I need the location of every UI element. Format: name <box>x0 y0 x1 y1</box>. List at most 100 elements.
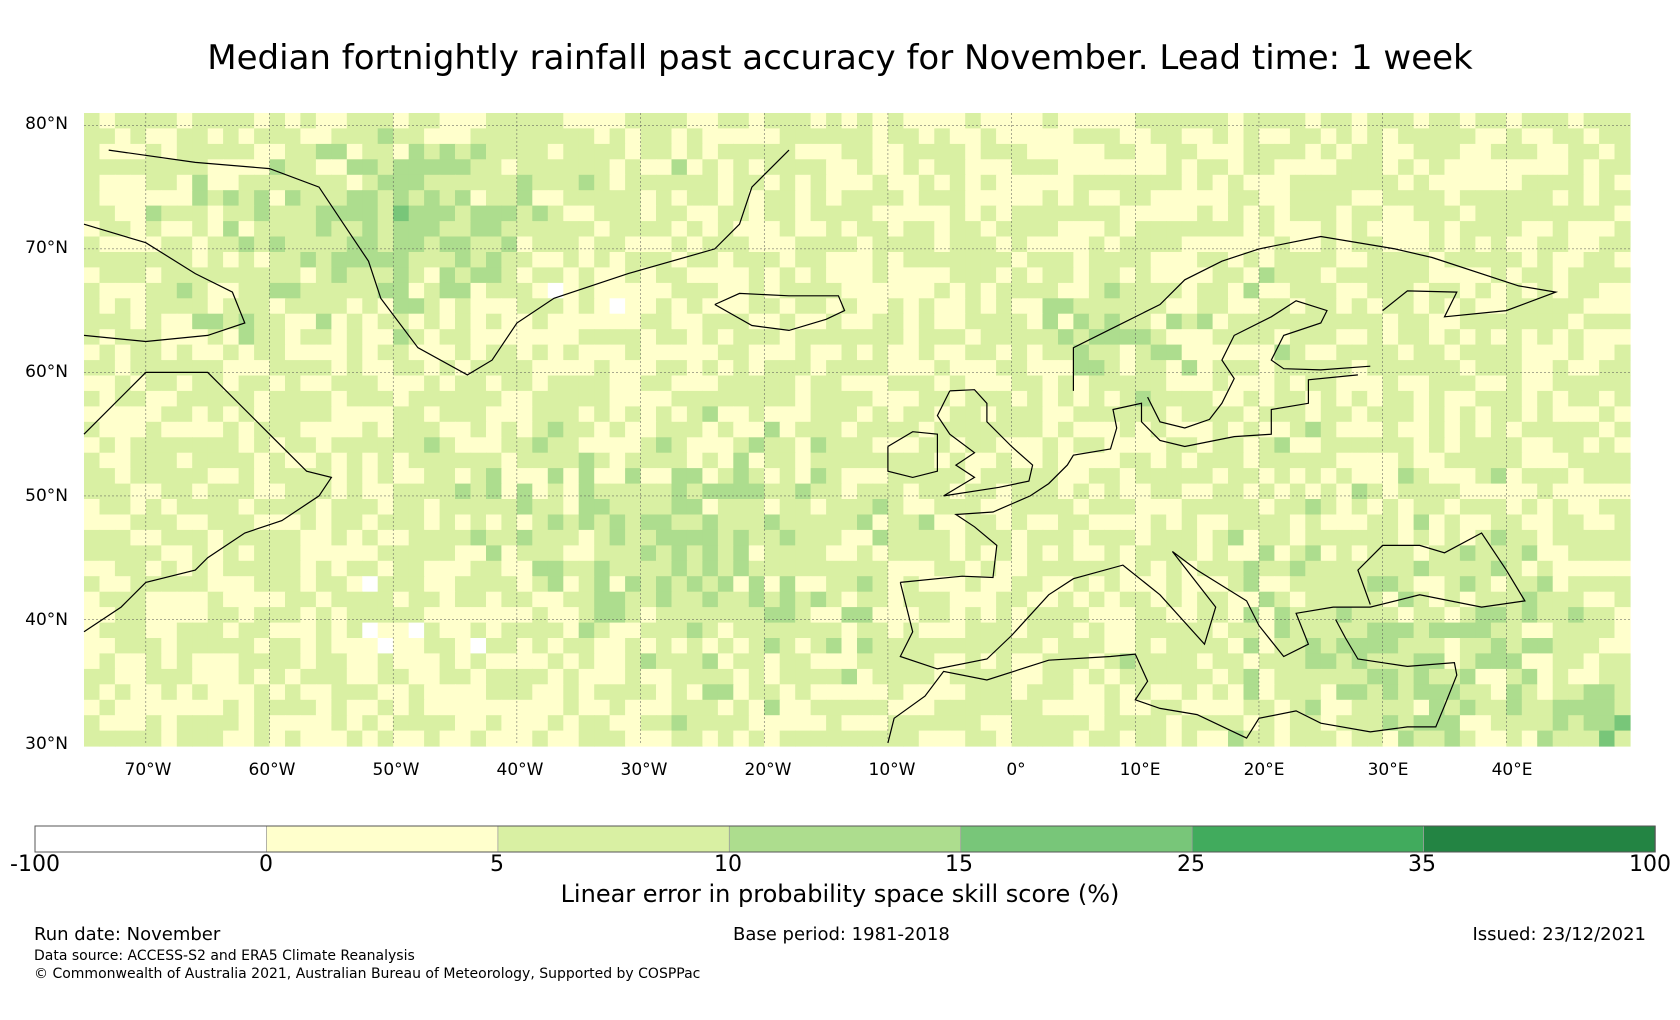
skill-cell <box>1228 298 1245 315</box>
skill-cell <box>1259 622 1276 639</box>
skill-cell <box>346 452 363 469</box>
skill-cell <box>1119 653 1136 670</box>
skill-cell <box>1150 344 1167 361</box>
skill-cell <box>1320 375 1337 392</box>
skill-cell <box>254 236 271 253</box>
skill-cell <box>1320 468 1337 485</box>
skill-cell <box>686 421 703 438</box>
skill-cell <box>516 468 533 485</box>
skill-cell <box>1490 653 1507 670</box>
skill-cell <box>300 437 317 454</box>
skill-cell <box>439 437 456 454</box>
skill-cell <box>1475 174 1492 191</box>
skill-cell <box>516 128 533 145</box>
skill-cell <box>702 668 719 685</box>
skill-cell <box>748 576 765 593</box>
skill-cell <box>1320 313 1337 330</box>
skill-cell <box>1459 344 1476 361</box>
skill-cell <box>1274 205 1291 222</box>
skill-cell <box>594 344 611 361</box>
skill-cell <box>1104 344 1121 361</box>
skill-cell <box>176 607 193 624</box>
skill-cell <box>1351 529 1368 546</box>
skill-cell <box>934 437 951 454</box>
skill-cell <box>1166 730 1183 747</box>
skill-cell <box>1490 437 1507 454</box>
skill-cell <box>1166 529 1183 546</box>
skill-cell <box>176 282 193 299</box>
skill-cell <box>145 298 162 315</box>
skill-cell <box>300 560 317 577</box>
skill-cell <box>1289 730 1306 747</box>
skill-cell <box>1398 329 1415 346</box>
skill-cell <box>1506 375 1523 392</box>
skill-cell <box>1398 622 1415 639</box>
skill-cell <box>439 607 456 624</box>
skill-cell <box>1166 190 1183 207</box>
skill-cell <box>810 653 827 670</box>
skill-cell <box>1197 159 1214 176</box>
skill-cell <box>114 221 131 238</box>
skill-cell <box>1599 653 1616 670</box>
skill-cell <box>377 267 394 284</box>
skill-cell <box>1289 252 1306 268</box>
skill-cell <box>1135 622 1152 639</box>
skill-cell <box>424 143 441 160</box>
skill-cell <box>686 468 703 485</box>
skill-cell <box>1104 221 1121 238</box>
skill-cell <box>1398 545 1415 562</box>
skill-cell <box>1568 421 1585 438</box>
skill-cell <box>223 514 240 531</box>
skill-cell <box>702 560 719 577</box>
skill-cell <box>1228 560 1245 577</box>
skill-cell <box>393 668 410 685</box>
skill-cell <box>362 190 379 207</box>
skill-cell <box>1367 390 1384 407</box>
skill-cell <box>779 267 796 284</box>
skill-cell <box>702 267 719 284</box>
skill-cell <box>810 730 827 747</box>
skill-cell <box>1228 375 1245 392</box>
skill-cell <box>1259 252 1276 268</box>
baffin-coast <box>83 223 246 343</box>
skill-cell <box>1058 545 1075 562</box>
skill-cell <box>145 452 162 469</box>
skill-cell <box>563 468 580 485</box>
skill-cell <box>965 221 982 238</box>
skill-cell <box>949 529 966 546</box>
skill-cell <box>285 576 302 593</box>
skill-cell <box>656 715 673 732</box>
skill-cell <box>841 468 858 485</box>
skill-cell <box>779 159 796 176</box>
skill-cell <box>996 282 1013 299</box>
skill-cell <box>1537 375 1554 392</box>
skill-cell <box>857 113 874 129</box>
skill-cell <box>563 483 580 500</box>
skill-cell <box>1104 252 1121 268</box>
skill-cell <box>1150 591 1167 608</box>
skill-cell <box>1228 360 1245 377</box>
skill-cell <box>872 499 889 515</box>
skill-cell <box>1444 174 1461 191</box>
skill-cell <box>99 468 116 485</box>
skill-cell <box>1382 483 1399 500</box>
skill-cell <box>1305 113 1322 129</box>
skill-cell <box>656 128 673 145</box>
skill-cell <box>1274 699 1291 716</box>
skill-cell <box>1444 452 1461 469</box>
skill-cell <box>1367 282 1384 299</box>
skill-cell <box>733 390 750 407</box>
skill-cell <box>408 174 425 191</box>
skill-cell <box>887 468 904 485</box>
skill-cell <box>1104 113 1121 129</box>
skill-cell <box>764 421 781 438</box>
skill-cell <box>470 174 487 191</box>
skill-cell <box>501 205 518 222</box>
skill-cell <box>331 483 348 500</box>
skill-cell <box>486 298 503 315</box>
skill-cell <box>1305 174 1322 191</box>
skill-cell <box>99 715 116 732</box>
skill-cell <box>1166 375 1183 392</box>
skill-cell <box>285 159 302 176</box>
skill-cell <box>377 375 394 392</box>
